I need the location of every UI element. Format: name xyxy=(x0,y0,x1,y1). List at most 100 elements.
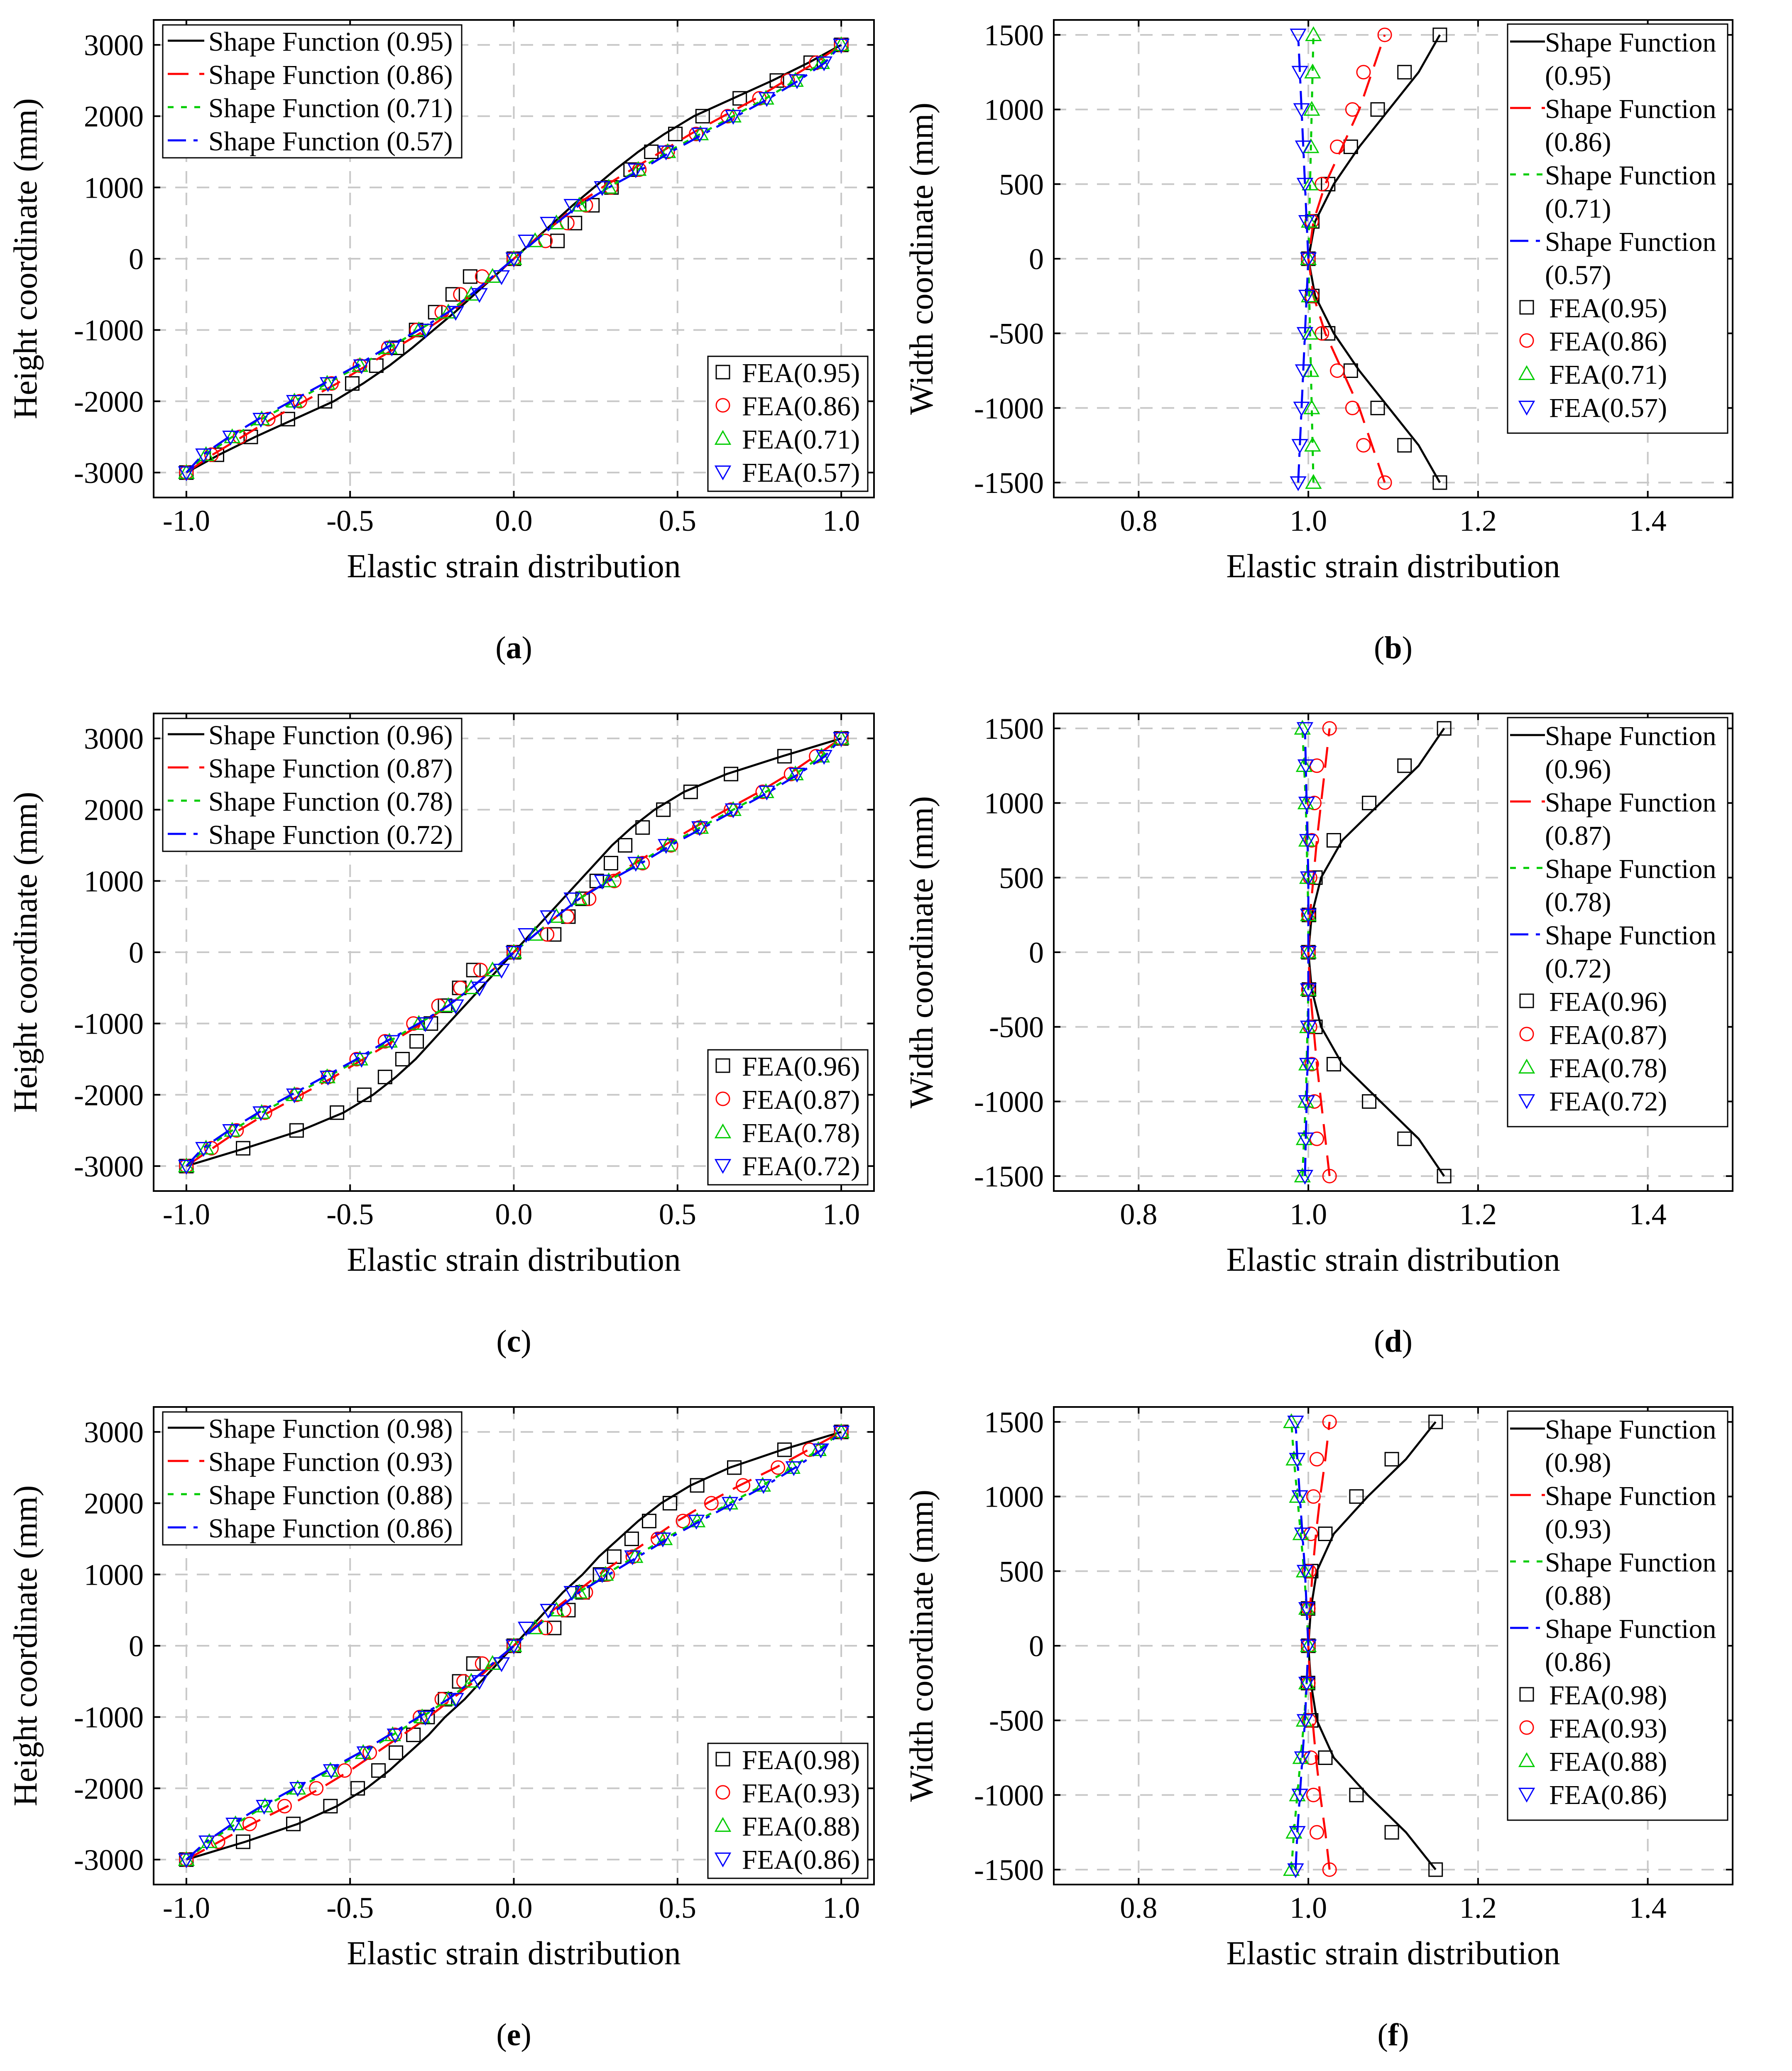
fea-marker xyxy=(1315,326,1329,341)
legend-marker-swatch xyxy=(1518,1094,1535,1109)
fea-marker xyxy=(1370,400,1385,415)
fea-marker xyxy=(1356,65,1371,80)
fea-marker xyxy=(1300,944,1317,959)
y-tick-label: -3000 xyxy=(74,1843,144,1877)
fea-marker xyxy=(571,1583,588,1599)
fea-marker xyxy=(1303,399,1320,414)
fea-marker xyxy=(1330,139,1345,154)
legend-marker-swatch xyxy=(714,465,732,480)
x-axis-label: Elastic strain distribution xyxy=(347,1242,681,1278)
fea-marker xyxy=(349,1051,364,1066)
panel-caption-letter: f xyxy=(1388,2017,1399,2052)
fea-marker xyxy=(777,1442,792,1457)
legend-marker-swatch xyxy=(1519,333,1534,348)
panel-caption-close: ) xyxy=(1398,2017,1409,2052)
legend-line-label: Shape Function (0.96) xyxy=(1545,721,1716,784)
legend-line-label-part: Shape Function xyxy=(1545,160,1716,191)
fea-marker xyxy=(540,927,555,942)
panel-caption-open: ( xyxy=(496,1324,507,1359)
fea-marker xyxy=(1397,758,1412,773)
x-tick-label: 1.0 xyxy=(1290,504,1327,537)
fea-marker xyxy=(1384,1452,1399,1467)
fea-marker xyxy=(357,1087,372,1102)
legend-line-label-part: (0.88) xyxy=(1545,1581,1611,1611)
fea-marker xyxy=(1304,1057,1319,1072)
series-markers-3 xyxy=(1287,1415,1317,1878)
x-tick-label: 1.4 xyxy=(1629,1891,1667,1924)
y-tick-label: -1000 xyxy=(974,1085,1044,1118)
y-tick-label: 1500 xyxy=(984,712,1044,745)
legend-marker-swatch xyxy=(715,1058,730,1073)
fea-marker xyxy=(371,1763,386,1778)
fea-marker xyxy=(1301,1601,1316,1616)
y-tick-label: 1000 xyxy=(84,1558,144,1591)
legend-line-label: Shape Function (0.78) xyxy=(1545,854,1716,917)
fea-marker xyxy=(695,109,710,124)
fea-marker xyxy=(445,287,460,302)
fea-marker xyxy=(1300,946,1317,961)
legend-line-label: Shape Function (0.88) xyxy=(1545,1547,1716,1611)
series-markers-3 xyxy=(1296,722,1317,1185)
fea-marker xyxy=(1300,906,1317,922)
legend-line-label: Shape Function (0.57) xyxy=(1545,227,1716,290)
x-tick-label: 0.8 xyxy=(1120,1198,1157,1231)
fea-marker xyxy=(1300,252,1317,267)
fea-marker xyxy=(466,963,481,978)
fea-marker xyxy=(277,1799,292,1814)
fea-marker xyxy=(243,429,258,444)
fea-marker xyxy=(1304,833,1319,848)
fea-marker xyxy=(1345,400,1360,415)
x-tick-label: 0.5 xyxy=(659,504,696,537)
fea-marker xyxy=(383,341,400,357)
fea-marker xyxy=(627,163,644,179)
fea-marker xyxy=(1322,1862,1337,1877)
fea-marker xyxy=(641,1514,656,1529)
legend-line-label: Shape Function (0.93) xyxy=(1545,1481,1716,1544)
fea-marker xyxy=(1302,325,1319,340)
fea-marker xyxy=(178,466,195,481)
fea-marker xyxy=(198,1140,215,1155)
legend-marker-swatch xyxy=(1519,1720,1534,1735)
fea-marker xyxy=(1345,102,1360,117)
fea-marker xyxy=(704,1496,719,1511)
panel-caption: (b) xyxy=(1374,630,1413,665)
fea-marker xyxy=(832,36,850,51)
y-tick-label: 1000 xyxy=(84,171,144,204)
fea-marker xyxy=(1299,1058,1316,1073)
fea-marker xyxy=(463,269,477,284)
fea-marker xyxy=(1289,1488,1306,1503)
fea-marker xyxy=(603,855,618,870)
y-tick-label: 0 xyxy=(129,243,144,276)
panel-caption-close: ) xyxy=(521,1324,531,1359)
fea-marker xyxy=(658,839,675,854)
fea-marker xyxy=(1326,833,1341,848)
legend-line-label: Shape Function (0.86) xyxy=(208,1513,453,1544)
series-line-2 xyxy=(1307,34,1315,483)
fea-marker xyxy=(1295,364,1312,380)
fea-marker xyxy=(624,1550,641,1566)
fea-marker xyxy=(732,91,747,106)
fea-marker xyxy=(755,784,770,799)
panel-caption-close: ) xyxy=(1402,630,1413,665)
legend-line-label-part: Shape Function xyxy=(1545,1481,1716,1511)
fea-marker xyxy=(540,910,557,925)
y-tick-label: 500 xyxy=(999,1555,1044,1588)
x-axis-label: Elastic strain distribution xyxy=(1226,548,1560,585)
legend-marker-swatch xyxy=(1519,1027,1534,1042)
fea-marker xyxy=(724,767,739,782)
fea-marker xyxy=(440,1691,457,1706)
fea-marker xyxy=(561,1603,576,1618)
fea-marker xyxy=(1300,871,1317,886)
fea-marker xyxy=(1362,1094,1377,1109)
fea-marker xyxy=(471,288,488,303)
fea-marker xyxy=(1287,1415,1304,1431)
legend-line-label-part: (0.93) xyxy=(1545,1514,1611,1544)
chart-panel-3: 0.8 1.0 1.2 1.4 -1500 -1000 -500 0 500 1000 1500 El… xyxy=(903,712,1733,1359)
fea-marker xyxy=(505,250,522,265)
fea-marker xyxy=(417,324,434,339)
fea-marker xyxy=(1301,213,1318,228)
chart-panel-4: -1.0 -0.5 0.0 0.5 1.0 -3000 -2000 -1000 0 1000 200… xyxy=(7,1406,875,2052)
legend-line-label-part: (0.86) xyxy=(1545,127,1611,157)
series-markers-3 xyxy=(178,732,850,1175)
